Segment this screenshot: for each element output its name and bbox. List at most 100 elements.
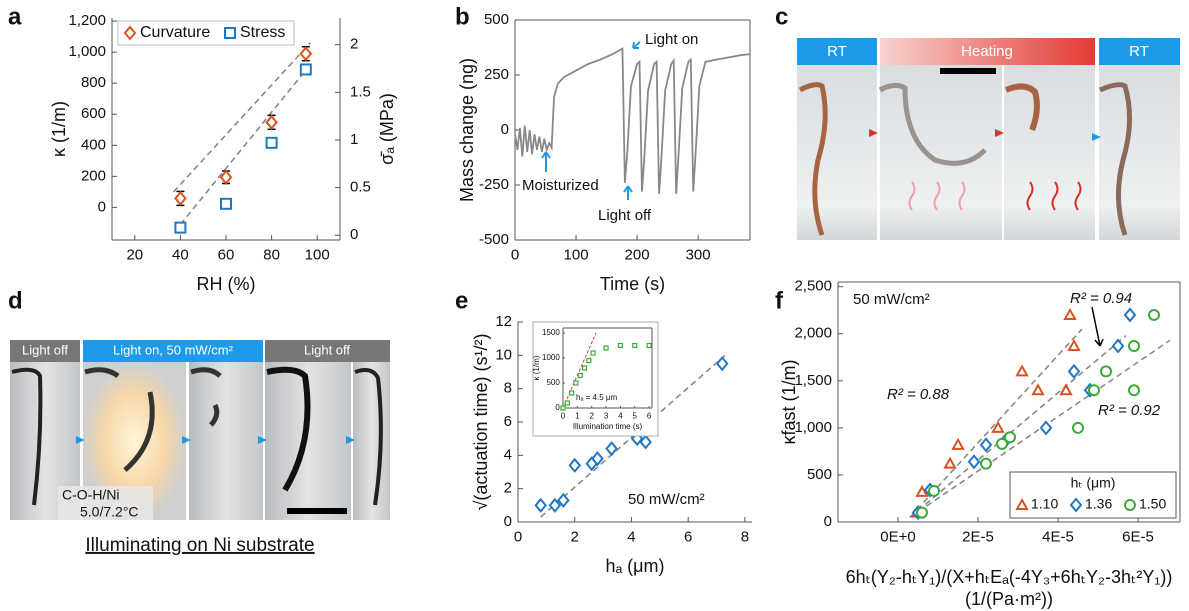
ribbon	[266, 366, 311, 492]
y-tick-label: 1000	[542, 353, 560, 362]
marker	[1067, 338, 1081, 351]
arrow	[541, 151, 551, 172]
panel-c-photos: RT Heating RT	[797, 38, 1180, 240]
legend-label: Curvature	[140, 24, 210, 41]
marker	[123, 25, 137, 41]
x-tick-label: 80	[263, 247, 280, 264]
sample-label: C-O-H/Ni	[62, 487, 120, 503]
marker	[951, 437, 965, 450]
x-tick-label: 6	[684, 529, 692, 546]
ribbon	[1004, 83, 1040, 132]
marker	[219, 169, 233, 185]
marker	[1123, 307, 1137, 323]
trendline	[909, 339, 1171, 518]
y-tick-label: 1,500	[794, 372, 832, 389]
annotation: Moisturized	[522, 177, 599, 194]
photo	[1099, 65, 1180, 240]
y-tick-label: -250	[479, 176, 509, 193]
trendline	[562, 332, 597, 409]
y-axis-label: κfast (1/m)	[779, 359, 799, 444]
marker	[980, 457, 992, 470]
marker	[548, 497, 562, 513]
marker	[996, 437, 1008, 450]
marker	[639, 434, 652, 450]
panel-label: c	[775, 3, 788, 30]
marker	[605, 441, 618, 457]
marker	[1004, 431, 1016, 444]
annotation: Light off	[598, 207, 652, 224]
marker	[928, 484, 940, 497]
marker	[1069, 497, 1083, 513]
legend-title: hₜ (μm)	[1071, 475, 1116, 491]
marker	[1059, 383, 1073, 396]
legend-box	[117, 20, 295, 46]
y-tick-label: 2,000	[794, 325, 832, 342]
photo	[353, 362, 390, 520]
tag-bar	[83, 340, 263, 362]
legend-label: 1.50	[1139, 496, 1166, 512]
marker	[590, 350, 596, 356]
y-tick-label: 12	[495, 313, 512, 330]
x-tick-label: 100	[564, 247, 589, 264]
marker	[1072, 421, 1084, 434]
y-axis-label: √(actuation time) (s¹/²)	[471, 334, 491, 511]
annotation: Light on	[645, 31, 698, 48]
marker	[1148, 308, 1160, 321]
y-tick-label: 0	[504, 513, 512, 530]
tag: Light off	[304, 342, 350, 357]
tag-bar	[10, 340, 80, 362]
marker	[603, 345, 609, 351]
arrow	[632, 41, 641, 49]
x-axis-label: hₐ (μm)	[605, 556, 664, 576]
marker	[174, 221, 187, 234]
y2-tick-label: 2	[350, 36, 358, 53]
legend-label: 1.10	[1031, 496, 1058, 512]
x-axis-label: (1/(Pa·m²))	[965, 589, 1053, 609]
x-tick-label: 0E+0	[880, 529, 915, 546]
tag-bar	[880, 38, 1095, 65]
marker	[220, 197, 232, 210]
marker	[224, 27, 236, 39]
marker	[568, 457, 582, 473]
x-tick-label: 4E-5	[1042, 529, 1074, 546]
photo	[189, 362, 263, 520]
y-tick-label: 800	[81, 74, 106, 91]
y-tick-label: 200	[81, 167, 106, 184]
chart: 0E+0 2E-5 4E-5 6E-5 0 500 1,000 1,500 2,000 2,500…	[779, 278, 1181, 609]
marker	[1124, 499, 1136, 511]
marker	[586, 357, 592, 364]
x-axis-label: RH (%)	[197, 274, 256, 294]
y-tick-label: 0	[555, 403, 560, 412]
y-tick-label: 6	[504, 413, 512, 430]
marker	[265, 114, 278, 130]
tag: Heating	[961, 43, 1013, 60]
scale-bar	[940, 68, 996, 74]
x-tick-label: 2E-5	[962, 529, 994, 546]
tag: Light on, 50 mW/cm²	[113, 342, 234, 357]
marker	[943, 456, 957, 469]
legend-box	[1009, 471, 1177, 519]
marker	[1063, 307, 1077, 320]
photo	[1004, 65, 1095, 240]
panel-d-photos: Light off Light on, 50 mW/cm² Light off …	[10, 340, 390, 556]
marker	[174, 190, 187, 206]
inset-background	[532, 321, 659, 437]
marker	[1015, 497, 1029, 510]
tag-bar	[265, 340, 390, 362]
legend-label: 1.36	[1085, 496, 1112, 512]
panel-label: b	[455, 3, 470, 30]
marker	[577, 372, 583, 379]
ribbon	[878, 82, 987, 166]
panel-label: e	[455, 287, 468, 314]
y2-tick-label: 0.5	[350, 179, 371, 196]
trendline	[172, 42, 311, 193]
x-tick-label: 4	[618, 412, 623, 421]
marker	[557, 492, 570, 508]
y-tick-label: 0	[98, 198, 106, 215]
y-axis-label: Mass change (ng)	[457, 58, 477, 202]
x-axis-label: 6hₜ(Y₂-hₜY₁)/(X+hₜEₐ(-4Y₃+6hₜY₂-3hₜ²Y₁))	[846, 567, 1173, 587]
x-tick-label: 2	[571, 529, 579, 546]
marker	[1100, 365, 1112, 378]
marker	[564, 400, 570, 406]
